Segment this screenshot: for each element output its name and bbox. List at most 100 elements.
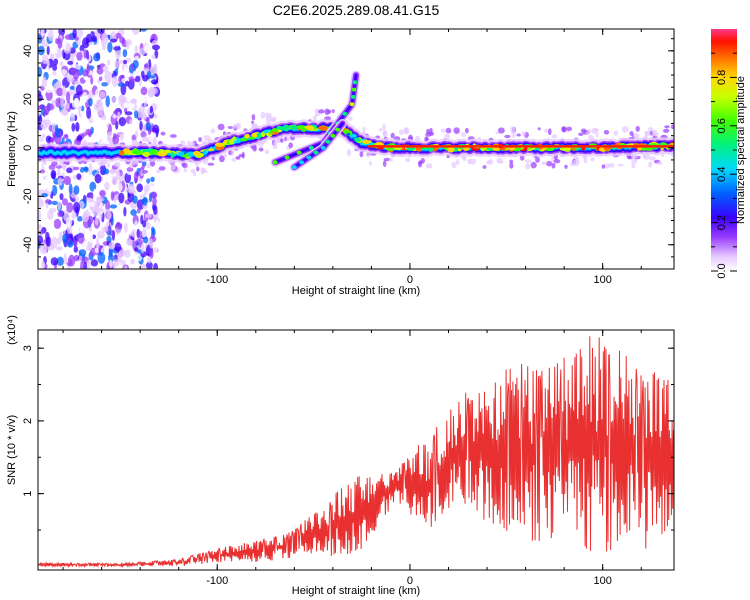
halo-blob: [113, 161, 121, 168]
noise-blob: [104, 220, 110, 228]
noise-blob: [75, 63, 81, 70]
halo-blob: [286, 137, 292, 142]
noise-blob: [150, 184, 154, 194]
noise-blob: [123, 102, 131, 108]
noise-blob: [89, 174, 94, 180]
noise-blob: [135, 75, 141, 83]
branch-core: [299, 160, 305, 165]
ridge-core: [304, 125, 314, 130]
halo-blob: [81, 132, 87, 137]
halo-blob: [183, 168, 187, 173]
halo-blob: [535, 156, 540, 163]
noise-blob: [73, 185, 80, 195]
halo-blob: [182, 162, 188, 169]
branch-core: [308, 145, 314, 150]
ridge-core: [208, 148, 214, 152]
ridge-core: [194, 151, 201, 156]
noise-blob: [120, 96, 128, 104]
halo-blob: [270, 116, 277, 122]
halo-blob: [96, 168, 101, 172]
noise-blob: [38, 209, 42, 222]
halo-blob: [656, 161, 663, 166]
halo-blob: [648, 127, 654, 133]
noise-blob: [152, 243, 158, 254]
ridge-core: [318, 125, 328, 131]
branch-core: [291, 165, 297, 170]
noise-blob: [89, 201, 95, 207]
halo-blob: [284, 136, 288, 142]
noise-blob: [117, 111, 121, 118]
halo-blob: [264, 149, 270, 155]
noise-blob: [108, 241, 116, 250]
noise-blob: [133, 171, 139, 182]
noise-blob: [142, 220, 147, 228]
colorbar-gradient: [711, 29, 737, 271]
noise-blob: [135, 35, 139, 43]
noise-blob: [152, 44, 160, 51]
halo-blob: [572, 159, 580, 167]
noise-blob: [44, 199, 52, 204]
noise-blob: [49, 118, 58, 126]
noise-blob: [139, 120, 143, 131]
noise-blob: [84, 167, 89, 173]
noise-blob: [81, 213, 89, 223]
halo-blob: [348, 116, 353, 121]
noise-blob: [118, 192, 125, 204]
ridge-core: [228, 139, 235, 145]
noise-blob: [67, 60, 74, 65]
ridge-core: [159, 149, 164, 153]
noise-blob: [150, 132, 157, 137]
noise-blob: [147, 70, 152, 77]
ridge-core: [119, 150, 125, 156]
noise-blob: [146, 261, 153, 269]
noise-blob: [59, 61, 64, 67]
branch-core: [296, 150, 302, 155]
ridge-core: [170, 152, 175, 158]
noise-blob: [66, 167, 73, 174]
noise-blob: [150, 176, 155, 182]
noise-blob: [150, 87, 158, 95]
halo-blob: [140, 131, 147, 138]
noise-blob: [139, 47, 146, 56]
halo-blob: [141, 169, 148, 174]
y-tick-label: 40: [22, 45, 34, 57]
figure-title: C2E6.2025.289.08.41.G15: [273, 2, 440, 18]
noise-blob: [124, 80, 129, 87]
branch-core: [351, 87, 357, 92]
noise-blob: [73, 246, 79, 253]
noise-blob: [115, 32, 122, 39]
spectrogram-frame: [37, 28, 675, 270]
halo-blob: [126, 167, 134, 172]
noise-blob: [142, 236, 149, 244]
noise-blob: [125, 234, 130, 239]
halo-blob: [48, 164, 56, 170]
halo-blob: [580, 128, 587, 133]
noise-blob: [38, 105, 43, 110]
colorbar-tick-label: 0.8: [716, 70, 728, 85]
noise-blob: [38, 93, 43, 102]
branch-core: [352, 80, 358, 85]
noise-blob: [91, 110, 96, 122]
snr-panel: -100 0 100 1 2 3 Height of straight line (km)…: [6, 315, 675, 597]
halo-blob: [223, 153, 227, 158]
spectrogram-image: [38, 29, 674, 269]
noise-blob: [41, 54, 49, 65]
halo-blob: [109, 168, 116, 175]
branch-core: [330, 133, 336, 138]
noise-blob: [71, 122, 76, 132]
noise-blob: [74, 36, 79, 41]
noise-blob: [132, 59, 139, 69]
snr-scale-label: (x10⁴): [6, 315, 18, 345]
noise-blob: [50, 257, 59, 266]
noise-blob: [118, 117, 127, 127]
halo-blob: [58, 131, 62, 139]
noise-blob: [90, 259, 99, 267]
spectrogram-panel: -100 0 100 -40 -20 0 20 40 Height of straight l…: [6, 28, 675, 297]
halo-blob: [511, 132, 516, 138]
halo-blob: [219, 155, 225, 163]
halo-blob: [258, 147, 264, 152]
noise-blob: [118, 249, 126, 257]
noise-blob: [96, 67, 104, 75]
halo-blob: [180, 140, 186, 146]
